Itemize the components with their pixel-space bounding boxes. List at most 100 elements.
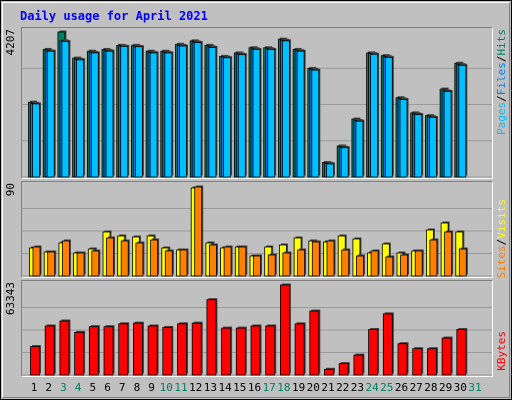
x-tick-label: 11 xyxy=(174,381,188,394)
sites-bar xyxy=(208,244,217,277)
sites-bar xyxy=(355,255,364,277)
pages-bar xyxy=(443,91,452,178)
legend-kbytes: KBytes xyxy=(495,331,508,371)
x-tick-label: 26 xyxy=(394,381,409,394)
x-tick-label: 7 xyxy=(118,381,126,394)
pages-files-hits-panel xyxy=(21,27,493,179)
x-tick-label: 8 xyxy=(133,381,141,394)
x-tick-label: 22 xyxy=(336,381,350,394)
x-tick-label: 13 xyxy=(203,381,218,394)
pages-bar xyxy=(281,40,290,178)
sites-bar xyxy=(194,186,203,277)
x-tick-label: 29 xyxy=(438,381,453,394)
kbytes-bar xyxy=(294,323,305,376)
sites-bar xyxy=(370,250,379,277)
pages-files-hits-bars xyxy=(22,30,492,178)
x-tick-label: 27 xyxy=(409,381,423,394)
kbytes-bar xyxy=(30,346,40,376)
bottom-legend: KBytes xyxy=(495,331,508,371)
pages-bar xyxy=(193,42,202,178)
pages-bar xyxy=(458,64,467,178)
kbytes-bar xyxy=(250,325,261,376)
kbytes-bar xyxy=(221,327,232,376)
kbytes-bar xyxy=(338,363,349,376)
sites-bar xyxy=(341,249,350,277)
pages-bar xyxy=(61,41,70,178)
pages-bar xyxy=(164,52,173,178)
pages-bar xyxy=(76,59,84,178)
pages-bar xyxy=(267,49,276,178)
x-tick-label: 17 xyxy=(262,381,276,394)
sites-bar xyxy=(267,254,276,277)
pages-bar xyxy=(179,45,187,178)
pages-bar xyxy=(252,49,261,178)
kbytes-bar xyxy=(441,337,452,376)
bottom-y-max-label: 63343 xyxy=(4,282,17,316)
kbytes-bar xyxy=(397,343,408,376)
x-tick-label: 28 xyxy=(424,381,438,394)
x-tick-label: 25 xyxy=(380,381,394,394)
kbytes-bars xyxy=(22,283,492,376)
sites-bar xyxy=(444,231,453,277)
sites-bar xyxy=(385,256,394,277)
sites-bar xyxy=(62,240,70,277)
kbytes-bar xyxy=(162,327,173,376)
middle-legend: Sites/Visits xyxy=(495,199,508,279)
pages-bar xyxy=(326,163,334,178)
sites-bar xyxy=(91,250,100,277)
sites-bar xyxy=(400,254,408,277)
sites-bar xyxy=(47,251,56,277)
kbytes-bar xyxy=(309,310,320,376)
legend-sep-3: / xyxy=(495,238,508,246)
sites-bar xyxy=(32,246,41,277)
sites-bar xyxy=(311,241,320,277)
top-y-max-label: 4207 xyxy=(4,29,17,56)
sites-visits-panel xyxy=(21,181,493,278)
sites-bar xyxy=(76,252,85,277)
x-tick-label: 30 xyxy=(453,381,467,394)
sites-bar xyxy=(458,248,467,277)
chart-title: Daily usage for April 2021 xyxy=(20,9,208,23)
kbytes-bar xyxy=(118,323,129,376)
x-tick-label: 16 xyxy=(247,381,262,394)
sites-bar xyxy=(282,252,291,277)
x-tick-label: 3 xyxy=(60,381,67,394)
pages-bar xyxy=(311,69,320,178)
pages-bar xyxy=(399,99,408,178)
sites-bar xyxy=(120,240,129,277)
x-tick-label: 6 xyxy=(104,381,111,394)
sites-bar xyxy=(253,255,261,277)
pages-bar xyxy=(428,116,437,178)
kbytes-bar xyxy=(353,354,364,376)
kbytes-bar xyxy=(177,323,187,376)
x-tick-label: 2 xyxy=(45,381,52,394)
sites-bar xyxy=(106,237,114,277)
sites-bar xyxy=(179,249,188,277)
pages-bar xyxy=(46,50,55,178)
x-tick-label: 19 xyxy=(291,381,306,394)
x-tick-label: 4 xyxy=(74,381,82,394)
kbytes-bar xyxy=(133,322,143,376)
kbytes-bar xyxy=(59,320,70,376)
pages-bar xyxy=(135,46,143,178)
sites-bar xyxy=(223,246,232,277)
pages-bar xyxy=(414,114,423,178)
kbytes-panel xyxy=(21,280,493,377)
kbytes-bar xyxy=(235,327,246,376)
pages-bar xyxy=(208,47,217,178)
sites-bar xyxy=(238,246,247,277)
x-tick-label: 23 xyxy=(350,381,365,394)
top-legend: Pages/Files/Hits xyxy=(495,29,508,135)
kbytes-bar xyxy=(279,284,290,376)
legend-sep-1: / xyxy=(495,95,508,102)
legend-visits: Visits xyxy=(495,199,508,239)
kbytes-bar xyxy=(456,329,467,376)
pages-bar xyxy=(384,57,393,178)
legend-files: Files xyxy=(495,62,508,96)
pages-bar xyxy=(296,50,305,178)
legend-sites: Sites xyxy=(495,245,508,279)
sites-bar xyxy=(429,239,438,277)
x-tick-label: 14 xyxy=(218,381,232,394)
kbytes-bar xyxy=(412,348,423,376)
